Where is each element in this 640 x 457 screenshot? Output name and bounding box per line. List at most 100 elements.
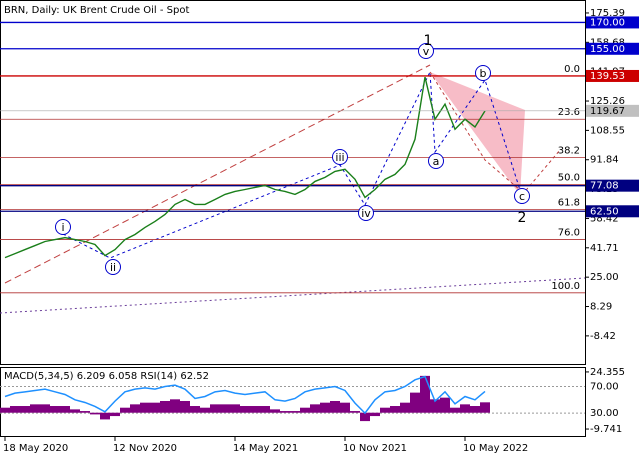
wave-label: ii bbox=[110, 261, 116, 274]
fib-label: 61.8 bbox=[558, 198, 580, 209]
macd-bar bbox=[470, 406, 480, 413]
wave-path bbox=[429, 71, 521, 191]
y-tick-label: 41.71 bbox=[590, 243, 619, 254]
wave-label: iv bbox=[361, 207, 371, 220]
level-box-bg bbox=[586, 179, 639, 192]
level-box: 170.00 bbox=[586, 16, 639, 29]
level-label: 77.08 bbox=[590, 181, 619, 192]
y-tick-label: -8.42 bbox=[590, 331, 616, 342]
y-tick-label: 8.29 bbox=[590, 302, 612, 313]
fib-label: 23.6 bbox=[558, 107, 580, 118]
macd-bar bbox=[100, 412, 110, 420]
level-box: 62.50 bbox=[586, 205, 639, 218]
macd-bar bbox=[50, 406, 60, 413]
macd-bar bbox=[10, 406, 20, 413]
macd-bar bbox=[170, 399, 180, 413]
macd-bar bbox=[150, 402, 160, 413]
macd-bar bbox=[270, 409, 280, 413]
wave-circle bbox=[358, 205, 374, 221]
level-box-bg bbox=[586, 16, 639, 29]
macd-bar bbox=[110, 412, 120, 417]
y-tick-label: 91.84 bbox=[590, 155, 619, 166]
level-box-bg bbox=[586, 69, 639, 82]
macd-bar bbox=[420, 375, 430, 413]
wave-path bbox=[62, 70, 521, 259]
macd-bar bbox=[60, 406, 70, 413]
x-tick-label: 10 May 2022 bbox=[463, 443, 528, 454]
fib-label: 0.0 bbox=[564, 64, 580, 75]
macd-bar bbox=[310, 404, 320, 413]
y-tick-label: 24.355 bbox=[590, 367, 625, 378]
macd-bar bbox=[330, 400, 340, 413]
macd-bar bbox=[230, 404, 240, 413]
level-label: 139.53 bbox=[590, 71, 625, 82]
rsi-line bbox=[4, 375, 486, 415]
macd-bar bbox=[430, 399, 440, 413]
macd-bar bbox=[140, 402, 150, 413]
last-price-box bbox=[586, 104, 639, 117]
wave-label: b bbox=[480, 67, 487, 80]
x-tick-label: 14 May 2021 bbox=[233, 443, 298, 454]
macd-bar bbox=[200, 407, 210, 413]
wave-label: i bbox=[61, 221, 64, 234]
macd-bar bbox=[400, 402, 410, 413]
y-tick-label: 25.00 bbox=[590, 272, 619, 283]
macd-bar bbox=[220, 404, 230, 413]
macd-bar bbox=[0, 407, 10, 413]
macd-bar bbox=[340, 402, 350, 413]
wave-circle bbox=[418, 43, 434, 59]
macd-bar bbox=[300, 407, 310, 413]
macd-bar bbox=[20, 406, 30, 413]
macd-bar bbox=[120, 407, 130, 413]
level-box: 155.00 bbox=[586, 42, 639, 55]
macd-bar bbox=[250, 406, 260, 413]
wave-circle bbox=[105, 259, 121, 275]
macd-bar bbox=[130, 404, 140, 413]
wave-label: iii bbox=[335, 151, 344, 164]
wave-label: 2 bbox=[518, 210, 527, 226]
price-line bbox=[4, 76, 486, 259]
wave-circle bbox=[514, 188, 530, 204]
y-tick-label: 125.26 bbox=[590, 96, 625, 107]
y-tick-label: 108.55 bbox=[590, 125, 625, 136]
last-price-label: 119.67 bbox=[590, 106, 625, 117]
macd-bar bbox=[290, 411, 300, 413]
macd-bar bbox=[320, 402, 330, 413]
macd-bar bbox=[190, 406, 200, 413]
macd-bar bbox=[390, 406, 400, 413]
macd-bar bbox=[240, 406, 250, 413]
macd-bar bbox=[360, 412, 370, 422]
macd-bar bbox=[460, 404, 470, 413]
macd-bar bbox=[30, 404, 40, 413]
y2-tick-label: 30.00 bbox=[590, 408, 619, 419]
chart-title: BRN, Daily: UK Brent Crude Oil - Spot bbox=[4, 5, 189, 16]
x-tick-label: 12 Nov 2020 bbox=[113, 443, 177, 454]
wave-label: v bbox=[423, 45, 430, 58]
macd-bar bbox=[480, 402, 490, 413]
level-label: 170.00 bbox=[590, 17, 625, 28]
macd-bar bbox=[40, 404, 50, 413]
level-box: 77.08 bbox=[586, 179, 639, 192]
wave-label: a bbox=[433, 155, 440, 168]
fib-label: 100.0 bbox=[551, 281, 580, 292]
x-tick-label: 18 May 2020 bbox=[3, 443, 68, 454]
macd-bar bbox=[90, 412, 100, 415]
indicator-title: MACD(5,34,5) 6.209 6.058 RSI(14) 62.52 bbox=[4, 371, 209, 382]
y-tick-label: 175.39 bbox=[590, 8, 625, 19]
fib-label: 38.2 bbox=[558, 145, 580, 156]
level-box-bg bbox=[586, 42, 639, 55]
level-label: 62.50 bbox=[590, 206, 619, 217]
wave-circle bbox=[428, 153, 444, 169]
macd-bar bbox=[160, 400, 170, 413]
macd-bar bbox=[410, 392, 420, 413]
fib-label: 50.0 bbox=[558, 172, 580, 183]
projection-triangle bbox=[430, 72, 525, 195]
macd-bar bbox=[260, 406, 270, 413]
x-tick-label: 10 Nov 2021 bbox=[343, 443, 407, 454]
level-box-bg bbox=[586, 205, 639, 218]
macd-bar bbox=[380, 407, 390, 413]
macd-bar bbox=[70, 409, 80, 413]
y-tick-label: -9.741 bbox=[590, 424, 622, 435]
y-tick-label: 58.42 bbox=[590, 213, 619, 224]
trend-line bbox=[4, 64, 431, 284]
